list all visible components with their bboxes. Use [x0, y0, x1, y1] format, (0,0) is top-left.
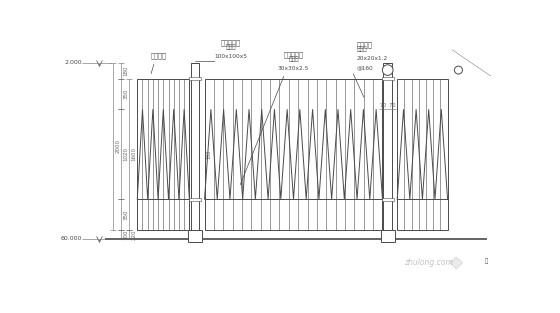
Text: 60.000: 60.000 [61, 236, 82, 241]
Polygon shape [450, 257, 463, 269]
Text: @160: @160 [356, 65, 373, 70]
Text: 方钢管: 方钢管 [288, 56, 299, 62]
Text: 20x20x1.2: 20x20x1.2 [356, 56, 388, 61]
Text: 100: 100 [124, 229, 129, 240]
Text: 方钢管: 方钢管 [225, 44, 236, 50]
Text: zhulong.com: zhulong.com [404, 259, 453, 267]
Text: 2000: 2000 [116, 139, 121, 153]
Text: 350: 350 [124, 89, 129, 99]
Bar [204, 79, 382, 230]
Text: 30x30x2.5: 30x30x2.5 [278, 66, 309, 71]
Bar [189, 77, 201, 80]
Bar [188, 230, 202, 242]
Ellipse shape [454, 66, 463, 74]
Text: 70  70: 70 70 [380, 103, 395, 108]
Bar [381, 198, 394, 201]
Text: 180: 180 [207, 150, 212, 159]
Text: 绿色护栏: 绿色护栏 [356, 42, 372, 49]
Text: 180: 180 [124, 65, 129, 76]
Text: 1020: 1020 [124, 147, 129, 162]
Bar [381, 77, 394, 80]
Bar [381, 230, 395, 242]
Text: 绿色护栏板: 绿色护栏板 [283, 51, 304, 58]
Bar [384, 63, 392, 239]
Text: 100x100x5: 100x100x5 [214, 54, 247, 59]
Bar [397, 79, 447, 230]
Bar [189, 198, 201, 201]
Text: 1600: 1600 [131, 147, 136, 162]
Ellipse shape [382, 65, 393, 75]
Text: 绿色护栏柱: 绿色护栏柱 [221, 39, 241, 46]
Text: 220: 220 [131, 229, 136, 240]
Text: 绿色板墙: 绿色板墙 [151, 53, 167, 59]
Text: 2.000: 2.000 [64, 60, 82, 65]
Text: 北: 北 [485, 259, 488, 264]
Text: 方钢管: 方钢管 [356, 46, 367, 52]
Bar [190, 63, 199, 239]
Text: 350: 350 [124, 209, 129, 220]
Bar [137, 79, 189, 230]
